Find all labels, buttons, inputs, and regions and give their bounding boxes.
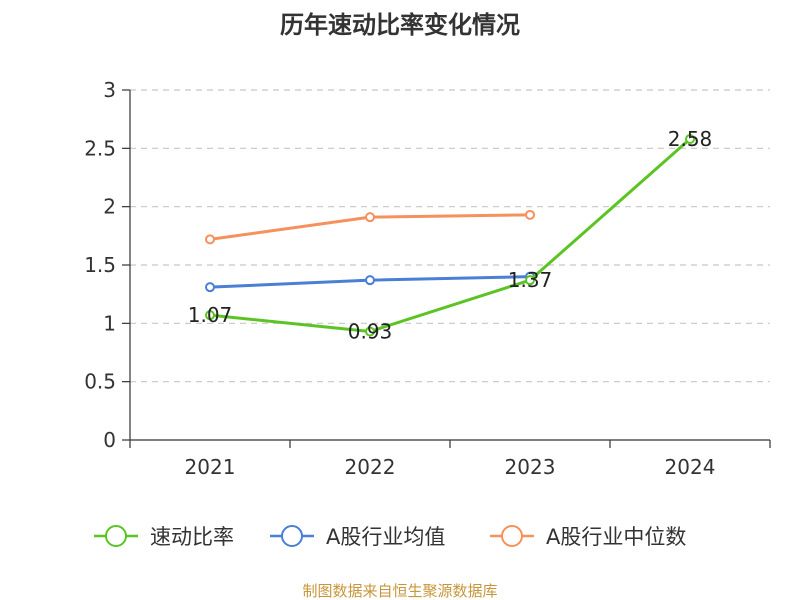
y-tick-label: 2 — [103, 195, 116, 219]
data-point — [525, 209, 535, 220]
legend-marker — [281, 525, 303, 547]
data-point — [525, 275, 535, 286]
y-tick-label: 1 — [103, 311, 116, 335]
data-point — [205, 282, 215, 293]
legend-label: A股行业均值 — [326, 525, 445, 549]
data-point — [365, 275, 375, 286]
data-label: 1.07 — [188, 303, 233, 327]
data-point — [205, 234, 215, 245]
legend: 速动比率 A股行业均值 A股行业中位数 — [94, 525, 686, 549]
chart-title: 历年速动比率变化情况 — [280, 11, 520, 39]
source-note: 制图数据来自恒生聚源数据库 — [302, 582, 497, 600]
legend-marker — [501, 525, 523, 547]
data-point — [365, 212, 375, 223]
data-point — [205, 310, 215, 321]
series-line — [209, 137, 691, 333]
data-label-layer: 1.07 0.93 1.37 2.58 — [188, 127, 713, 344]
x-tick-label: 2021 — [185, 455, 236, 479]
series-layer — [205, 134, 695, 337]
y-tick-label: 0 — [103, 428, 116, 452]
data-label: 1.37 — [508, 268, 553, 292]
legend-marker — [105, 525, 127, 547]
data-point — [365, 326, 375, 337]
grid-layer — [130, 89, 770, 383]
legend-label: A股行业中位数 — [546, 525, 686, 549]
y-tick-label: 2.5 — [84, 136, 116, 160]
y-tick-label: 0.5 — [84, 370, 116, 394]
x-tick-label: 2024 — [665, 455, 716, 479]
x-tick-label: 2022 — [345, 455, 396, 479]
data-label: 2.58 — [668, 127, 713, 151]
data-point — [685, 134, 695, 144]
axis-layer: 0 0.5 1 1.5 2 2.5 3 2021 2022 2023 2024 — [84, 78, 771, 479]
y-tick-label: 1.5 — [84, 253, 116, 277]
data-label: 0.93 — [348, 320, 393, 344]
x-tick-label: 2023 — [505, 455, 556, 479]
legend-label: 速动比率 — [150, 525, 234, 549]
y-tick-label: 3 — [103, 78, 116, 102]
